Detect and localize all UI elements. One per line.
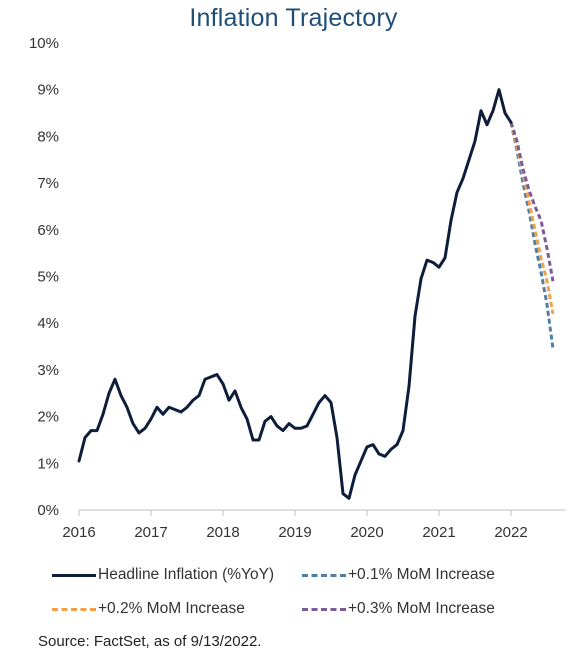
- chart-title: Inflation Trajectory: [189, 4, 398, 32]
- series-line-0-1-mom-increase: [509, 122, 555, 350]
- legend: Headline Inflation (%YoY) +0.1% MoM Incr…: [0, 560, 587, 630]
- y-tick-label: 4%: [37, 315, 59, 332]
- x-tick-label: 2018: [206, 524, 239, 541]
- x-tick-label: 2020: [350, 524, 383, 541]
- legend-swatch-mom-02: [52, 607, 96, 611]
- x-tick-label: 2022: [494, 524, 527, 541]
- y-tick-label: 8%: [37, 128, 59, 145]
- series-line-0-2-mom-increase: [509, 122, 555, 315]
- legend-label-mom-01: +0.1% MoM Increase: [348, 566, 495, 583]
- legend-swatch-mom-03: [302, 607, 346, 611]
- legend-item-mom-02: +0.2% MoM Increase: [52, 600, 245, 618]
- y-tick-label: 0%: [37, 502, 59, 519]
- y-tick-label: 1%: [37, 455, 59, 472]
- legend-swatch-headline: [52, 573, 96, 577]
- legend-label-headline: Headline Inflation (%YoY): [98, 566, 275, 583]
- x-tick-label: 2019: [278, 524, 311, 541]
- legend-item-mom-03: +0.3% MoM Increase: [302, 600, 495, 618]
- legend-label-mom-02: +0.2% MoM Increase: [98, 600, 245, 617]
- source-note: Source: FactSet, as of 9/13/2022.: [38, 633, 262, 650]
- y-tick-label: 5%: [37, 269, 59, 286]
- y-tick-label: 9%: [37, 82, 59, 99]
- legend-item-headline: Headline Inflation (%YoY): [52, 566, 274, 584]
- x-tick-label: 2021: [422, 524, 455, 541]
- y-tick-label: 2%: [37, 409, 59, 426]
- legend-item-mom-01: +0.1% MoM Increase: [302, 566, 495, 584]
- y-tick-label: 7%: [37, 175, 59, 192]
- series-line-0-3-mom-increase: [509, 121, 555, 282]
- y-tick-label: 3%: [37, 362, 59, 379]
- x-tick-label: 2016: [62, 524, 95, 541]
- series-line-headline-inflation-yoy: [77, 88, 513, 500]
- x-tick-label: 2017: [134, 524, 167, 541]
- legend-swatch-mom-01: [302, 573, 346, 577]
- legend-label-mom-03: +0.3% MoM Increase: [348, 600, 495, 617]
- y-tick-label: 10%: [29, 35, 59, 52]
- y-tick-label: 6%: [37, 222, 59, 239]
